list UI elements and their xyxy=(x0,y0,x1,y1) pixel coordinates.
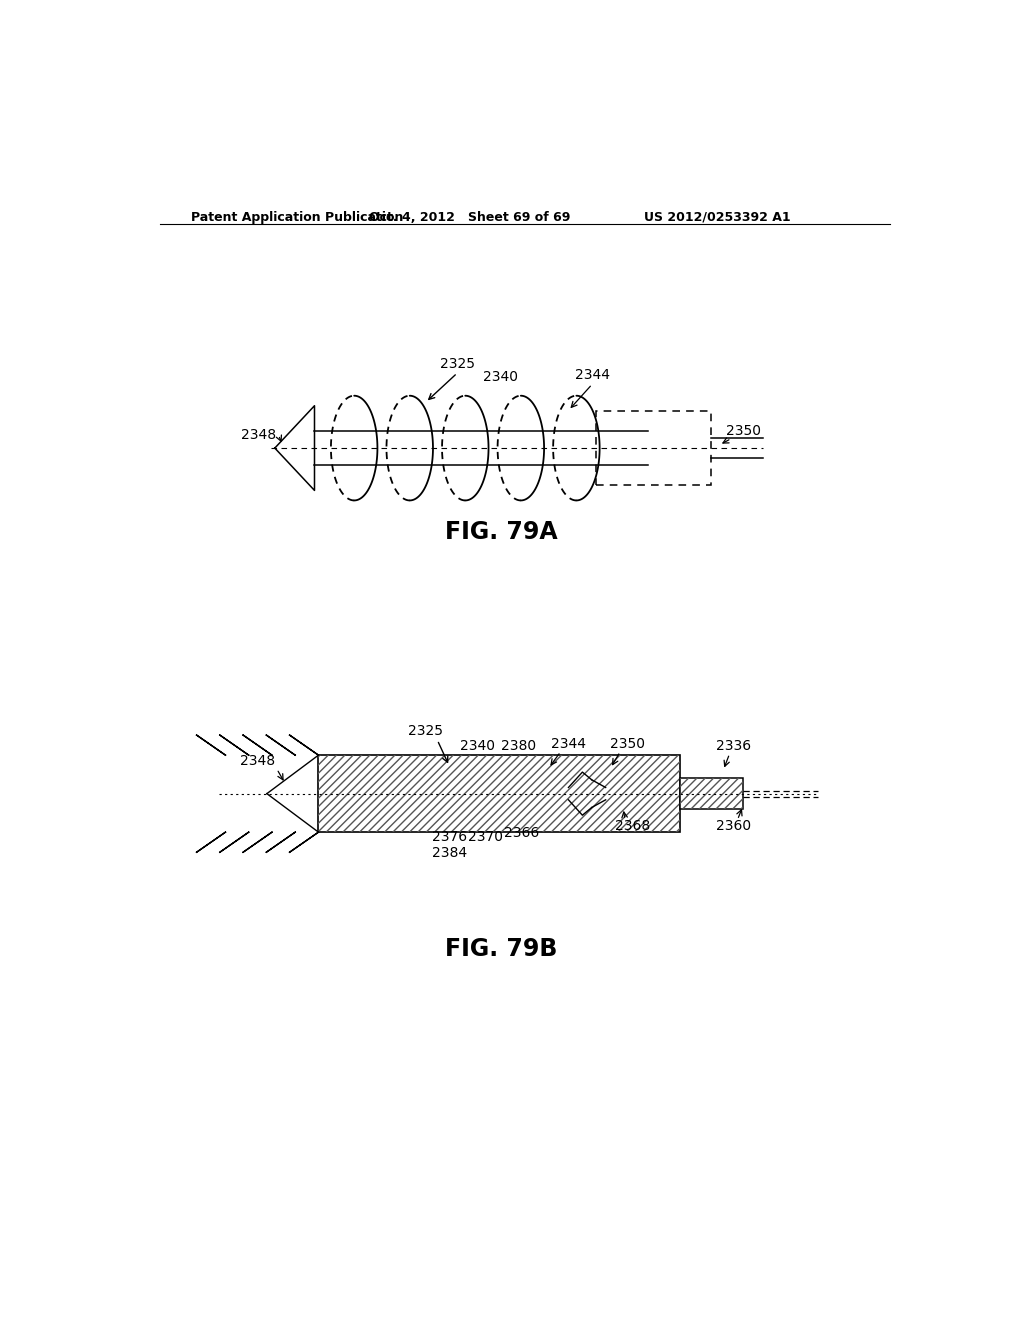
Text: US 2012/0253392 A1: US 2012/0253392 A1 xyxy=(644,211,791,224)
Text: Patent Application Publication: Patent Application Publication xyxy=(191,211,403,224)
Bar xyxy=(318,755,680,832)
Text: FIG. 79A: FIG. 79A xyxy=(444,520,557,544)
Text: 2336: 2336 xyxy=(716,739,751,752)
Text: Oct. 4, 2012   Sheet 69 of 69: Oct. 4, 2012 Sheet 69 of 69 xyxy=(369,211,570,224)
Text: 2348: 2348 xyxy=(242,428,276,442)
Text: 2350: 2350 xyxy=(726,424,761,438)
Text: 2366: 2366 xyxy=(504,826,540,841)
Text: 2348: 2348 xyxy=(240,754,274,768)
Text: 2350: 2350 xyxy=(610,737,645,751)
Text: 2344: 2344 xyxy=(574,368,609,381)
Text: 2370: 2370 xyxy=(468,830,503,845)
Text: 2376: 2376 xyxy=(432,830,467,845)
Text: 2344: 2344 xyxy=(551,737,586,751)
Bar xyxy=(680,779,743,809)
Bar xyxy=(680,779,743,809)
Text: 2325: 2325 xyxy=(440,356,475,371)
Text: 2380: 2380 xyxy=(501,739,536,752)
Bar xyxy=(596,411,712,484)
Text: 2340: 2340 xyxy=(460,739,495,752)
Bar xyxy=(318,755,680,832)
Text: FIG. 79B: FIG. 79B xyxy=(444,937,557,961)
Text: 2368: 2368 xyxy=(615,820,650,833)
Text: 2340: 2340 xyxy=(483,370,518,384)
Text: 2325: 2325 xyxy=(409,723,443,738)
Text: 2360: 2360 xyxy=(716,820,751,833)
Text: 2384: 2384 xyxy=(432,846,467,859)
